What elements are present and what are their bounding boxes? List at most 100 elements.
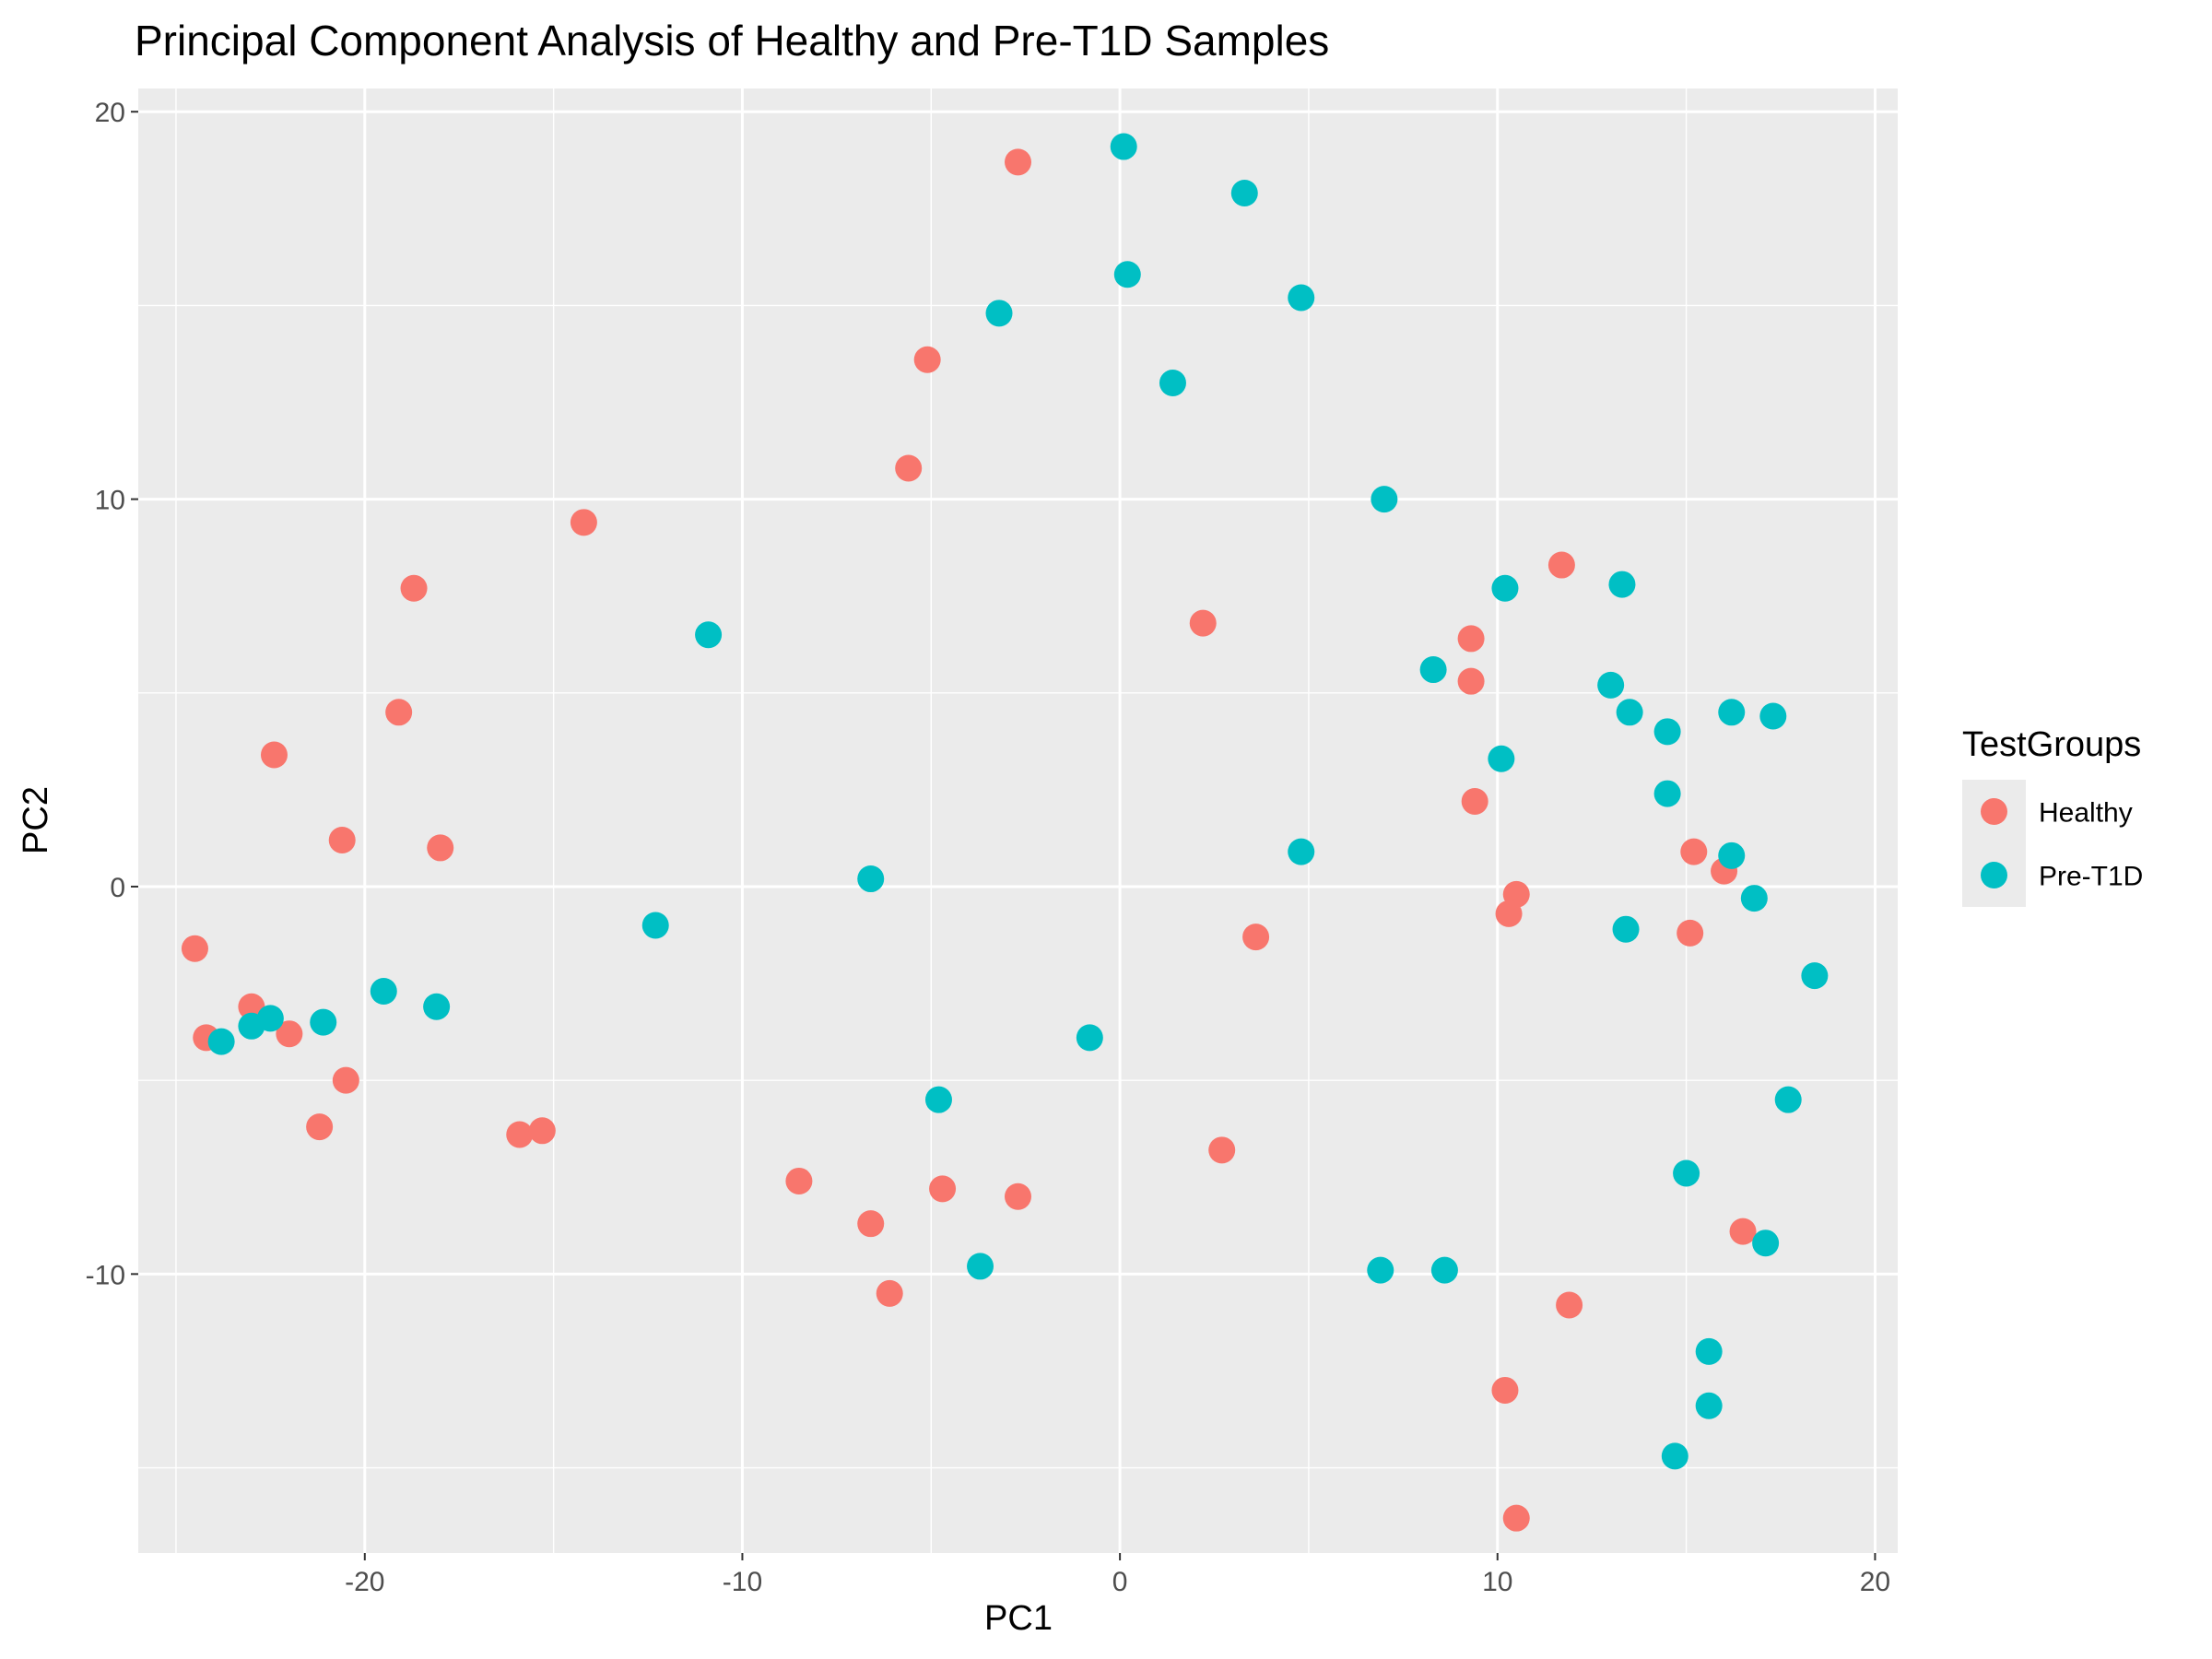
major-gridlines [138, 88, 1898, 1553]
data-point-healthy [1208, 1136, 1236, 1164]
data-point-healthy [181, 935, 208, 962]
data-point-pre-t1d [207, 1028, 235, 1055]
data-point-pre-t1d [1661, 1442, 1688, 1470]
y-tick-label: 20 [95, 98, 125, 128]
legend-label: Healthy [2039, 798, 2133, 829]
x-axis: -20 -10 0 10 20 [345, 1553, 1890, 1597]
x-tick-label: 20 [1860, 1567, 1890, 1597]
legend-key-marker [1981, 798, 2007, 825]
data-point-healthy [400, 574, 428, 602]
data-point-healthy [1729, 1218, 1757, 1245]
data-point-healthy [1005, 148, 1031, 176]
data-point-pre-t1d [1612, 915, 1640, 943]
legend-key-marker [1981, 862, 2007, 888]
y-tick-label: 10 [95, 486, 125, 516]
data-point-healthy [1189, 609, 1217, 637]
x-axis-title: PC1 [984, 1599, 1053, 1638]
chart-title: Principal Component Analysis of Healthy … [135, 17, 1329, 65]
data-point-pre-t1d [1113, 261, 1141, 288]
data-point-healthy [506, 1121, 534, 1148]
y-tick-label: 0 [110, 873, 125, 903]
data-point-pre-t1d [1695, 1337, 1723, 1365]
minor-gridlines [138, 88, 1898, 1553]
y-axis-title: PC2 [17, 786, 55, 854]
data-point-pre-t1d [1488, 745, 1515, 772]
data-point-healthy [1457, 667, 1485, 695]
data-point-pre-t1d [310, 1008, 337, 1036]
data-points [181, 133, 1829, 1532]
legend: TestGroups Healthy Pre-T1D [1962, 725, 2143, 907]
data-point-pre-t1d [1371, 486, 1398, 513]
data-point-healthy [570, 509, 597, 536]
data-point-pre-t1d [1718, 841, 1746, 869]
x-tick-label: -10 [723, 1567, 762, 1597]
data-point-healthy [260, 741, 288, 769]
data-point-pre-t1d [1430, 1256, 1458, 1284]
data-point-pre-t1d [1159, 369, 1186, 396]
data-point-pre-t1d [1653, 718, 1681, 746]
x-tick-label: 10 [1482, 1567, 1512, 1597]
data-point-healthy [1495, 900, 1523, 927]
data-point-pre-t1d [1740, 885, 1768, 912]
data-point-healthy [1242, 924, 1270, 951]
data-point-pre-t1d [1695, 1392, 1723, 1419]
data-point-pre-t1d [238, 1012, 265, 1040]
data-point-pre-t1d [1491, 574, 1519, 602]
data-point-pre-t1d [857, 865, 885, 893]
data-point-healthy [1005, 1182, 1031, 1210]
data-point-healthy [332, 1066, 359, 1094]
data-point-healthy [385, 699, 413, 726]
y-tick-label: -10 [86, 1260, 125, 1290]
data-point-healthy [785, 1167, 813, 1194]
data-point-pre-t1d [1616, 699, 1643, 726]
data-point-healthy [306, 1113, 334, 1141]
data-point-healthy [913, 346, 941, 373]
data-point-healthy [276, 1020, 303, 1048]
data-point-pre-t1d [1608, 571, 1636, 598]
data-point-pre-t1d [1367, 1256, 1394, 1284]
data-point-pre-t1d [1801, 962, 1829, 990]
data-point-pre-t1d [985, 300, 1013, 327]
data-point-healthy [328, 827, 356, 854]
data-point-healthy [1457, 625, 1485, 653]
data-point-healthy [929, 1175, 957, 1203]
data-point-pre-t1d [1230, 180, 1258, 206]
data-point-healthy [1461, 787, 1488, 815]
data-point-healthy [1491, 1376, 1519, 1404]
data-point-pre-t1d [1653, 780, 1681, 807]
data-point-healthy [1680, 838, 1708, 865]
y-axis: -10 0 10 20 [86, 98, 138, 1290]
data-point-healthy [1677, 919, 1704, 947]
data-point-pre-t1d [1774, 1086, 1802, 1113]
data-point-healthy [876, 1279, 903, 1307]
data-point-healthy [1547, 551, 1575, 579]
data-point-pre-t1d [1752, 1230, 1780, 1257]
data-point-pre-t1d [641, 912, 669, 939]
data-point-healthy [895, 454, 923, 482]
legend-item-pre-t1d: Pre-T1D [1962, 843, 2143, 907]
data-point-pre-t1d [1076, 1024, 1103, 1052]
data-point-healthy [1502, 1504, 1530, 1532]
legend-title: TestGroups [1962, 725, 2141, 764]
data-point-pre-t1d [1759, 702, 1787, 730]
data-point-healthy [857, 1210, 885, 1238]
x-tick-label: -20 [345, 1567, 384, 1597]
legend-label: Pre-T1D [2039, 862, 2143, 892]
data-point-pre-t1d [695, 621, 723, 649]
x-tick-label: 0 [1112, 1567, 1128, 1597]
data-point-pre-t1d [1597, 671, 1625, 699]
data-point-pre-t1d [1718, 699, 1746, 726]
data-point-healthy [427, 834, 454, 862]
data-point-pre-t1d [924, 1086, 952, 1113]
data-point-pre-t1d [1110, 133, 1137, 160]
plot-panel [138, 88, 1898, 1553]
data-point-healthy [528, 1117, 556, 1145]
data-point-pre-t1d [423, 993, 451, 1020]
data-point-pre-t1d [1288, 284, 1315, 312]
data-point-pre-t1d [1419, 656, 1447, 684]
data-point-healthy [1556, 1291, 1583, 1319]
data-point-pre-t1d [370, 977, 397, 1005]
data-point-pre-t1d [967, 1253, 994, 1280]
